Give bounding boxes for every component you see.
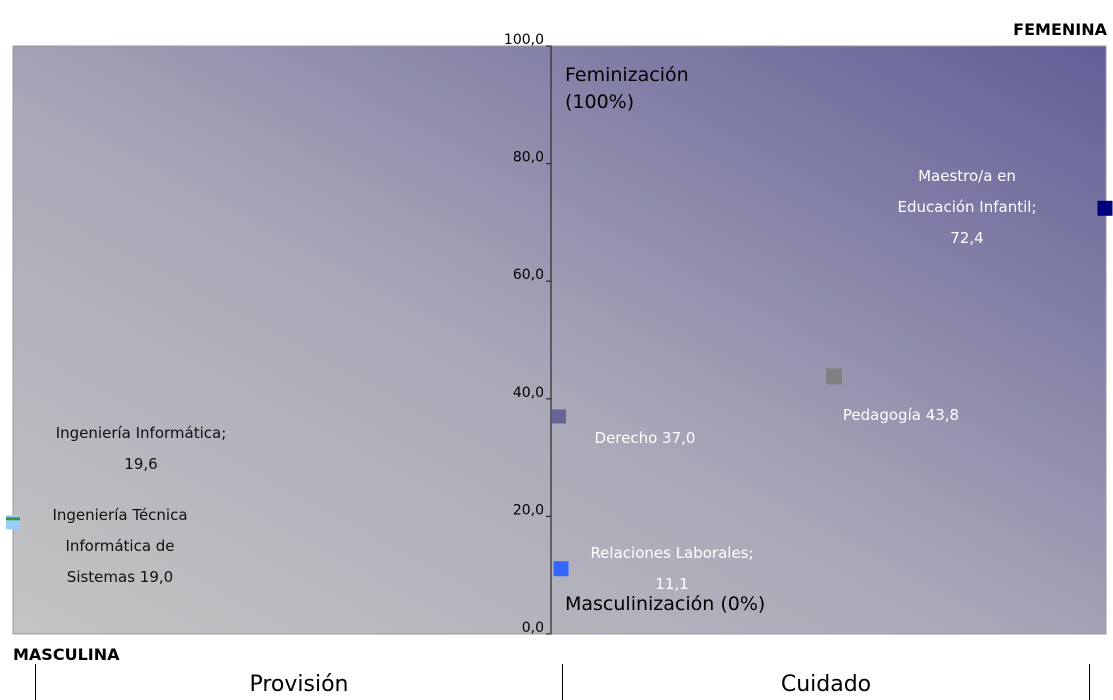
y-tick-label: 40,0	[513, 385, 544, 401]
point-marker-maestro-a-en-educacion-infantil	[1097, 200, 1113, 216]
data-label-derecho: Derecho 37,0	[595, 429, 696, 447]
y-tick-label: 80,0	[513, 150, 544, 166]
corner-label-masculina: MASCULINA	[13, 645, 120, 664]
data-label-relaciones-laborales: Relaciones Laborales; 11,1	[590, 544, 753, 593]
data-label-pedagogia: Pedagogía 43,8	[843, 406, 959, 424]
category-separator-left	[35, 664, 36, 700]
y-tick-label: 60,0	[513, 267, 544, 283]
data-label-ingenieria-informatica: Ingeniería Informática; 19,6	[56, 424, 227, 473]
category-separator-middle	[562, 664, 563, 700]
y-tick-label: 0,0	[522, 620, 544, 636]
y-tick-label: 20,0	[513, 502, 544, 518]
category-label-provision: Provisión	[249, 672, 349, 697]
axis-annotation-feminizacion: Feminización (100%)	[565, 64, 689, 113]
data-label-maestro-a-en-educacion-infantil: Maestro/a en Educación Infantil; 72,4	[898, 167, 1037, 247]
point-marker-ingenieria-informatica	[6, 517, 20, 521]
category-label-cuidado: Cuidado	[780, 672, 872, 697]
corner-label-femenina: FEMENINA	[1013, 20, 1107, 39]
point-marker-derecho	[552, 409, 566, 424]
axis-annotation-masculinizacion: Masculinización (0%)	[565, 593, 765, 615]
data-label-ingenieria-tecnica-informatica-de-sistemas: Ingeniería Técnica Informática de Sistemas…	[52, 506, 187, 586]
y-tick-label: 100,0	[504, 32, 544, 48]
plot-area	[12, 45, 1107, 635]
category-separator-right	[1089, 664, 1090, 700]
point-marker-pedagogia	[826, 368, 842, 385]
point-marker-relaciones-laborales	[553, 561, 569, 577]
